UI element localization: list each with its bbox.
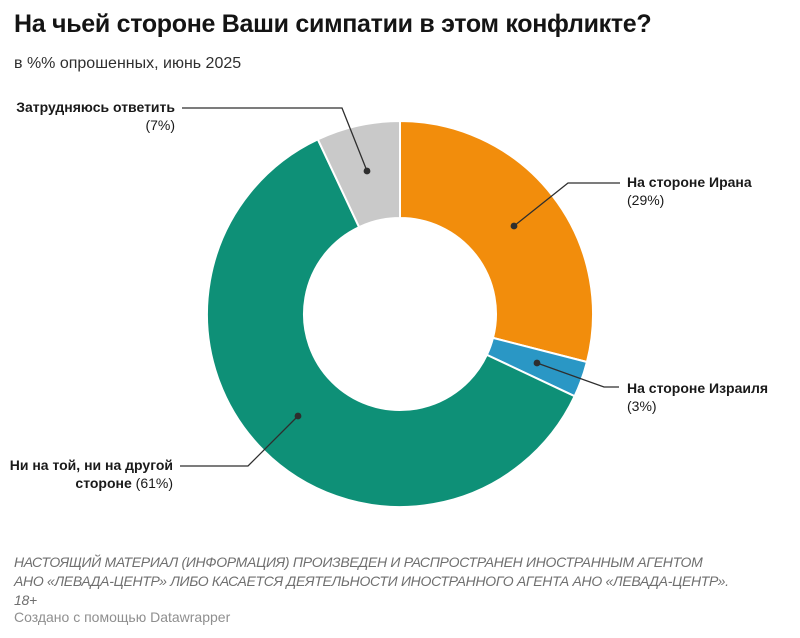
callout-neither-side-label-word: стороне — [75, 474, 132, 491]
chart-subtitle: в %% опрошенных, июнь 2025 — [14, 55, 242, 72]
callout-neither-side: Ни на той, ни на другой стороне (61%) — [0, 457, 173, 492]
leader-dot-dk — [363, 167, 371, 175]
chart-title: На чьей стороне Ваши симпатии в этом кон… — [14, 10, 652, 38]
leader-dot-neither — [294, 412, 302, 420]
callout-israel-percent: (3%) — [627, 397, 657, 414]
callout-neither-side-label-line2: стороне (61%) — [0, 475, 173, 493]
leader-dot-iran — [510, 222, 518, 230]
callout-dont-know: Затрудняюсь ответить (7%) — [0, 99, 175, 134]
callout-dont-know-percent: (7%) — [145, 116, 175, 133]
callout-neither-side-label-line1: Ни на той, ни на другой — [9, 457, 173, 473]
callout-dont-know-label: Затрудняюсь ответить — [16, 99, 175, 115]
leader-line-dk — [182, 107, 368, 172]
leader-dot-israel — [533, 359, 541, 367]
pie-slice-3 — [316, 119, 401, 229]
callout-iran-label: На стороне Ирана — [627, 174, 752, 190]
pie-slice-0 — [399, 119, 594, 364]
leader-line-israel — [536, 362, 619, 388]
callout-iran: На стороне Ирана (29%) — [627, 174, 797, 209]
callout-neither-side-percent: (61%) — [131, 474, 173, 491]
callout-israel: На стороне Израиля (3%) — [627, 380, 800, 415]
callout-iran-percent: (29%) — [627, 191, 665, 208]
leader-line-neither — [180, 415, 299, 467]
datawrapper-credit: Создано с помощью Datawrapper — [14, 609, 231, 625]
callout-israel-label: На стороне Израиля — [627, 380, 769, 396]
leader-line-iran — [513, 182, 620, 227]
foreign-agent-disclaimer: НАСТОЯЩИЙ МАТЕРИАЛ (ИНФОРМАЦИЯ) ПРОИЗВЕД… — [14, 554, 729, 608]
